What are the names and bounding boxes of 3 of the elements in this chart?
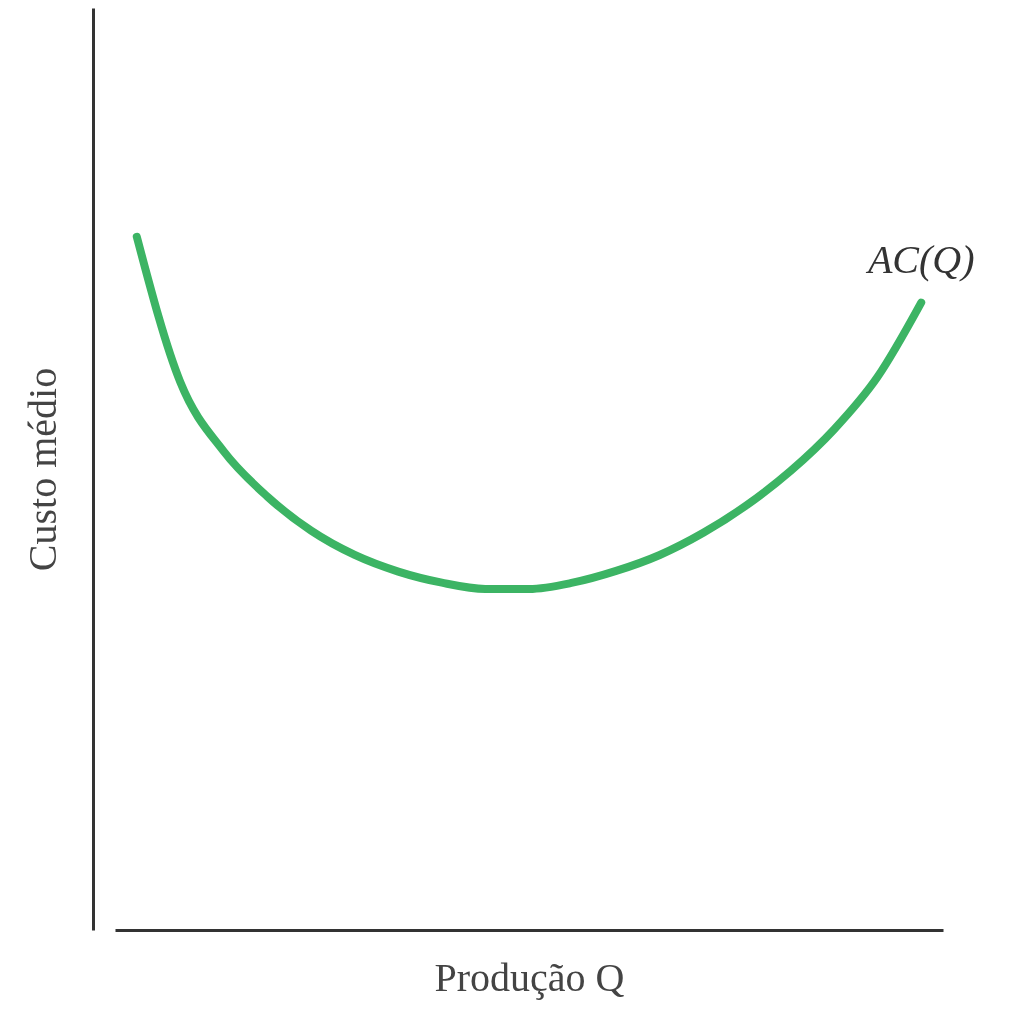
- x-axis-title: Produção Q: [434, 954, 625, 1000]
- series-label: AC(Q): [864, 236, 975, 282]
- y-axis-title: Custo médio: [19, 367, 65, 572]
